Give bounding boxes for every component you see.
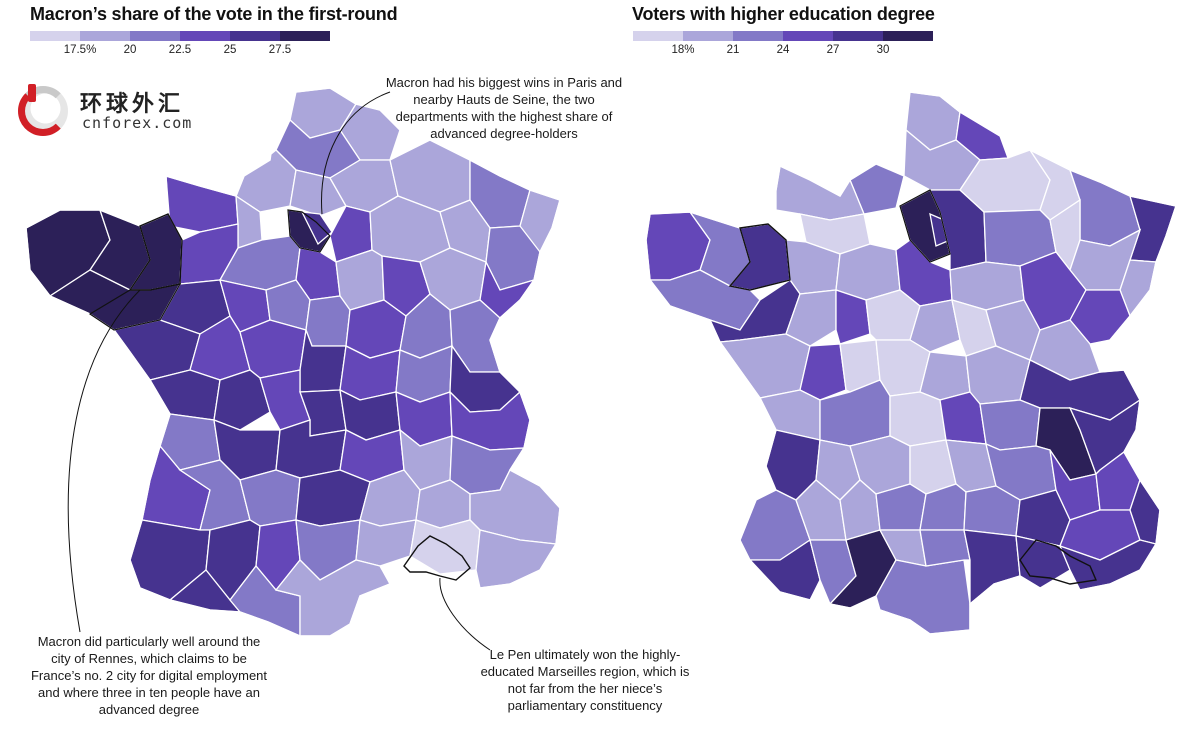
paris-leader-line [321,91,391,215]
legend-tick: 27.5 [268,44,292,56]
watermark-chinese: 环球外汇 [80,92,185,117]
legend-tick: 18% [671,44,695,56]
legend-swatch-4 [180,31,230,41]
legend-swatch-1 [633,31,683,41]
logo-accent-icon [28,84,36,102]
legend-swatch-6 [280,31,330,41]
paris-outline [899,189,951,263]
education-legend-bar [633,31,933,41]
legend-swatch-5 [833,31,883,41]
education-title: Voters with higher education degree [632,4,935,24]
legend-tick: 17.5% [63,44,97,56]
education-map [645,91,1177,635]
vote-share-legend: 17.5% 20 22.5 25 27.5 [30,31,330,61]
marseille-outline [1019,539,1097,585]
rennes-outline [728,223,791,291]
paris-annotation: Macron had his biggest wins in Paris and… [385,75,623,141]
marseille-annotation: Le Pen ultimately won the highly-educate… [480,647,690,713]
legend-tick: 21 [726,44,740,56]
rennes-annotation: Macron did particularly well around the … [30,634,268,717]
legend-tick: 25 [223,44,237,56]
education-panel: Voters with higher education degree 18% … [600,0,1203,743]
legend-tick: 20 [123,44,137,56]
legend-swatch-2 [683,31,733,41]
legend-swatch-2 [80,31,130,41]
education-legend: 18% 21 24 27 30 [633,31,933,61]
vote-share-legend-ticks: 17.5% 20 22.5 25 27.5 [30,44,330,60]
legend-swatch-5 [230,31,280,41]
logo-mark-icon [18,86,68,136]
watermark-logo: 环球外汇 cnforex.com [18,84,198,140]
watermark-latin: cnforex.com [82,114,193,132]
legend-tick: 27 [826,44,840,56]
marseille-outline [403,535,471,581]
legend-tick: 30 [876,44,890,56]
legend-swatch-6 [883,31,933,41]
legend-swatch-1 [30,31,80,41]
marseille-leader-line [439,577,491,651]
vote-share-title: Macron’s share of the vote in the first-… [30,4,398,24]
legend-swatch-3 [130,31,180,41]
legend-tick: 22.5 [168,44,192,56]
vote-share-map [25,87,561,651]
legend-tick: 24 [776,44,790,56]
paris-outline [287,209,331,253]
rennes-leader-line [67,289,141,633]
legend-swatch-4 [783,31,833,41]
vote-share-legend-bar [30,31,330,41]
legend-swatch-3 [733,31,783,41]
vote-share-panel: Macron’s share of the vote in the first-… [0,0,689,743]
education-legend-ticks: 18% 21 24 27 30 [633,44,933,60]
